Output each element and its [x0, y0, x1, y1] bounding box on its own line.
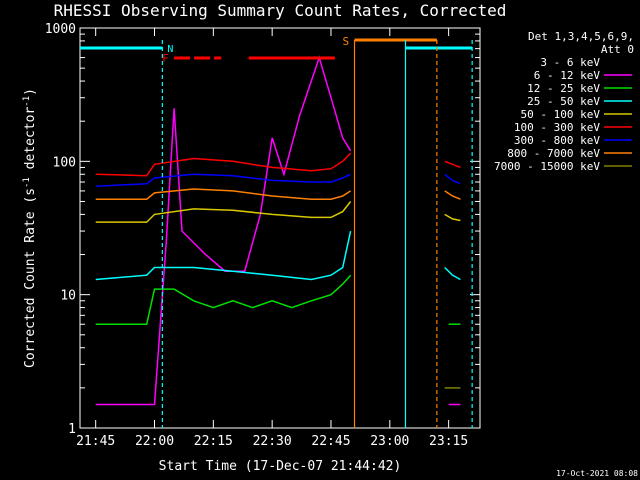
series-line-7-1 — [444, 190, 461, 200]
legend-label: 6 - 12 keV — [534, 69, 601, 82]
series-line-3-1 — [444, 266, 461, 281]
legend-label: 12 - 25 keV — [527, 82, 600, 95]
series-line-3-0 — [95, 230, 352, 281]
night-flag-label: N — [167, 44, 173, 55]
legend-detectors: Det 1,3,4,5,6,9, — [528, 30, 634, 43]
timestamp: 17-Oct-2021 08:08 — [556, 469, 638, 478]
flare-flag-label: F — [162, 52, 169, 65]
series-line-4-1 — [444, 213, 461, 222]
series-line-5-0 — [95, 152, 352, 177]
plot-frame — [79, 27, 481, 429]
series-line-5-1 — [444, 160, 461, 169]
x-tick-label: 22:30 — [253, 434, 292, 449]
x-tick-label: 23:00 — [370, 434, 409, 449]
legend-label: 50 - 100 keV — [521, 108, 601, 121]
legend-label: 100 - 300 keV — [514, 121, 600, 134]
y-tick-label: 100 — [53, 155, 76, 170]
y-tick-label: 1 — [68, 422, 76, 437]
legend-label: 800 - 7000 keV — [507, 147, 600, 160]
y-axis-label-mid: detector — [23, 107, 38, 178]
legend-label: 300 - 800 keV — [514, 134, 600, 147]
legend-label: 3 - 6 keV — [540, 56, 600, 69]
y-axis-label-main: Corrected Count Rate (s — [23, 188, 38, 368]
x-tick-label: 22:15 — [194, 434, 233, 449]
series-line-2-0 — [95, 274, 352, 325]
y-axis-label: Corrected Count Rate (s-1 detector-1) — [22, 88, 38, 368]
legend-attenuator: Att 0 — [601, 43, 634, 56]
legend-label: 7000 - 15000 keV — [494, 160, 600, 173]
legend-label: 25 - 50 keV — [527, 95, 600, 108]
series-line-4-0 — [95, 201, 352, 223]
series-line-0-0 — [95, 54, 352, 389]
chart-title: RHESSI Observing Summary Count Rates, Co… — [54, 1, 507, 20]
y-axis-label-sup1: -1 — [22, 177, 32, 188]
series-line-6-0 — [95, 173, 351, 188]
series-line-7-0 — [95, 188, 352, 200]
x-tick-label: 23:15 — [429, 434, 468, 449]
saa-flag-label: S — [343, 35, 350, 48]
series-line-1-0 — [95, 55, 352, 406]
y-axis-label-end: ) — [23, 88, 38, 96]
y-tick-label: 1000 — [45, 22, 76, 37]
y-tick-label: 10 — [60, 289, 76, 304]
y-axis-label-sup2: -1 — [22, 96, 32, 107]
x-tick-label: 22:00 — [135, 434, 174, 449]
x-tick-label: 22:45 — [311, 434, 350, 449]
x-axis-label: Start Time (17-Dec-07 21:44:42) — [159, 459, 402, 474]
x-tick-label: 21:45 — [76, 434, 115, 449]
series-line-6-1 — [444, 173, 461, 185]
